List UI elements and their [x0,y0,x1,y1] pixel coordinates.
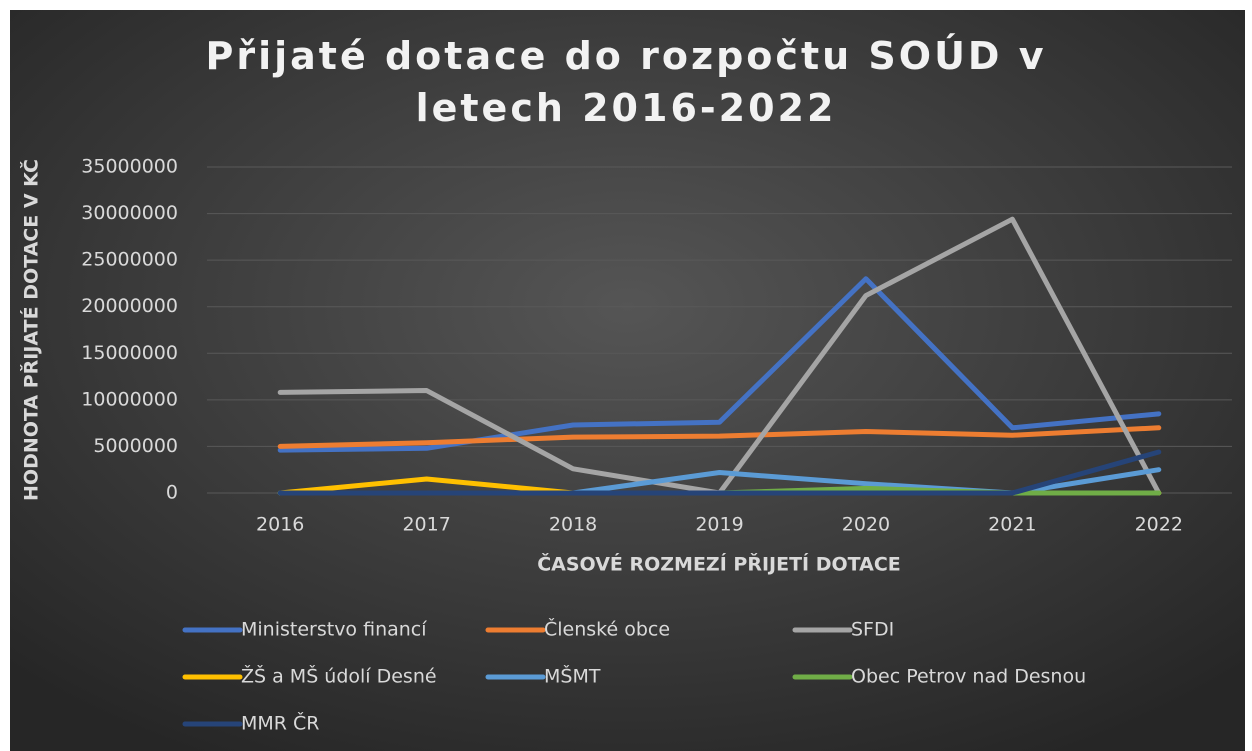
x-tick-label: 2017 [402,514,450,536]
y-tick-label: 20000000 [81,295,178,317]
y-axis-title: HODNOTA PŘIJATÉ DOTACE V KČ [19,159,43,501]
x-tick-label: 2022 [1135,514,1183,536]
legend-label: MŠMT [544,664,601,688]
line-series [277,276,1162,453]
y-tick-label: 25000000 [81,249,178,271]
x-tick-label: 2016 [256,514,304,536]
legend-label: Ministerstvo financí [241,619,427,641]
y-tick-label: 15000000 [81,342,178,364]
x-tick-label: 2018 [549,514,597,536]
y-tick-label: 0 [166,482,178,504]
x-tick-label: 2020 [842,514,890,536]
x-tick-label: 2021 [988,514,1036,536]
legend-label: ŽŠ a MŠ údolí Desné [241,664,437,688]
y-tick-label: 5000000 [93,435,178,457]
legend-label: SFDI [851,619,894,641]
y-tick-label: 10000000 [81,388,178,410]
x-axis-title: ČASOVÉ ROZMEZÍ PŘIJETÍ DOTACE [537,552,901,576]
chart-title: Přijaté dotace do rozpočtu SOÚD v letech… [205,34,1047,130]
legend-label: Členské obce [544,617,670,641]
legend-label: MMR ČR [241,711,320,735]
legend-label: Obec Petrov nad Desnou [851,666,1086,688]
line-series [277,425,1162,449]
x-tick-label: 2019 [695,514,743,536]
y-tick-label: 30000000 [81,202,178,224]
y-tick-label: 35000000 [81,156,178,178]
line-series [277,449,1162,496]
